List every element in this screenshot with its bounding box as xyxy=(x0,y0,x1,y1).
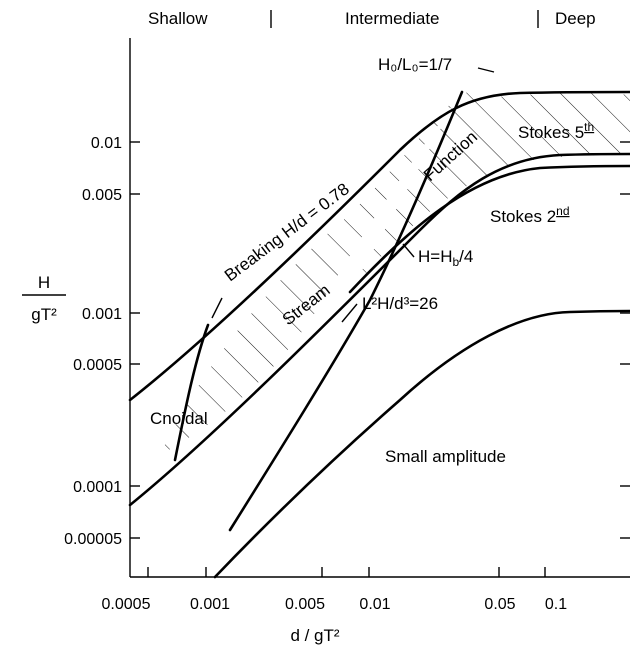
y-tick-0.001: 0.001 xyxy=(82,306,122,323)
x-tick-0.01: 0.01 xyxy=(359,596,390,613)
h0l0-label: H₀/L₀=1/7 xyxy=(378,55,452,74)
stokes-2nd-main: Stokes 2 xyxy=(490,207,556,226)
stokes-5th-label: Stokes 5th xyxy=(518,120,594,142)
y-tick-0.00005: 0.00005 xyxy=(64,531,122,548)
hb4-label-sub: b xyxy=(452,255,459,269)
small-amplitude-boundary xyxy=(213,309,630,579)
y-tick-0.0001: 0.0001 xyxy=(73,479,122,496)
y-axis-label: H gT² xyxy=(22,273,66,324)
leader-lines xyxy=(211,67,495,323)
y-tick-labels: 0.01 0.005 0.001 0.0005 0.0001 0.00005 xyxy=(64,135,122,548)
cnoidal-label: Cnoidal xyxy=(150,409,208,428)
x-tick-0.0005: 0.0005 xyxy=(102,596,151,613)
y-axis-label-numerator: H xyxy=(38,273,50,292)
stokes-5th-sup: th xyxy=(584,120,594,134)
hb4-label-end: /4 xyxy=(459,247,473,266)
header-deep: Deep xyxy=(555,9,596,28)
ursell-curve xyxy=(228,90,464,532)
y-tick-0.01: 0.01 xyxy=(91,135,122,152)
h0l0-leader xyxy=(477,67,495,73)
breaking-limit-curve xyxy=(128,90,630,402)
stokes-2nd-sup: nd xyxy=(556,204,569,218)
breaking-leader xyxy=(211,297,223,319)
y-tick-0.0005: 0.0005 xyxy=(73,357,122,374)
x-tick-0.005: 0.005 xyxy=(285,596,325,613)
small-amplitude-label: Small amplitude xyxy=(385,447,506,466)
header-intermediate: Intermediate xyxy=(345,9,440,28)
hb4-leader xyxy=(402,243,415,258)
hb4-label-main: H=H xyxy=(418,247,452,266)
x-axis-ticks xyxy=(147,567,546,577)
hb4-label: H=Hb/4 xyxy=(418,247,473,269)
x-tick-0.1: 0.1 xyxy=(545,596,567,613)
y-tick-0.005: 0.005 xyxy=(82,187,122,204)
theory-boundary-curves xyxy=(128,90,630,579)
ursell-leader xyxy=(341,303,358,323)
cnoidal-stream-boundary xyxy=(173,323,210,462)
x-tick-0.05: 0.05 xyxy=(484,596,515,613)
ursell-label: L²H/d³=26 xyxy=(362,294,438,313)
y-axis-label-denominator: gT² xyxy=(31,305,57,324)
x-tick-0.001: 0.001 xyxy=(190,596,230,613)
x-axis-label: d / gT² xyxy=(290,626,339,645)
header-shallow: Shallow xyxy=(148,9,208,28)
x-tick-labels: 0.0005 0.001 0.005 0.01 0.05 0.1 xyxy=(102,596,568,613)
depth-regime-header: Shallow Intermediate Deep xyxy=(148,9,596,28)
quarter-breaking-curve xyxy=(128,152,630,507)
stokes-5th-main: Stokes 5 xyxy=(518,123,584,142)
stokes-2nd-label: Stokes 2nd xyxy=(490,204,570,226)
